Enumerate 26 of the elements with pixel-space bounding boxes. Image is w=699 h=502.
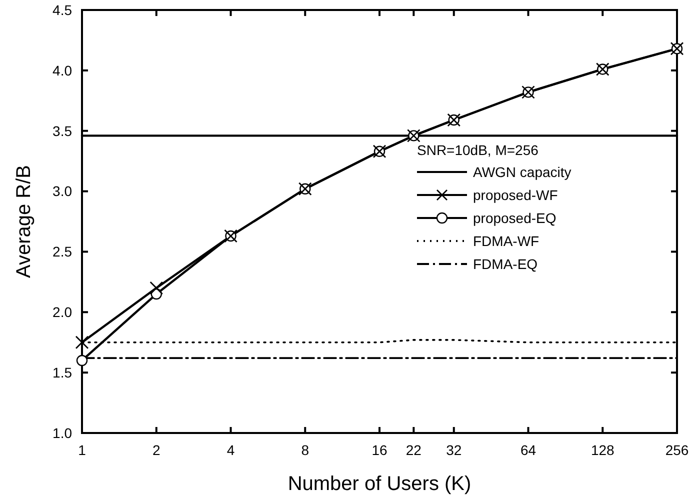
- y-tick-label: 3.5: [52, 122, 72, 139]
- legend-label: proposed-EQ: [473, 210, 556, 226]
- x-tick-label: 256: [665, 442, 689, 458]
- y-tick-label: 4.5: [52, 2, 72, 18]
- x-tick-label: 64: [520, 442, 536, 458]
- legend-label: FDMA-WF: [473, 233, 540, 249]
- x-tick-label: 22: [406, 442, 422, 458]
- y-tick-label: 1.5: [52, 364, 72, 380]
- x-tick-label: 32: [446, 442, 462, 458]
- legend-title: SNR=10dB, M=256: [417, 142, 539, 158]
- x-tick-label: 16: [372, 442, 388, 458]
- x-tick-label: 128: [590, 442, 615, 458]
- y-tick-label: 2.0: [52, 304, 72, 320]
- x-tick-label: 8: [301, 442, 310, 458]
- x-tick-label: 1: [78, 442, 86, 458]
- y-axis-title: Average R/B: [13, 164, 35, 278]
- legend-label: FDMA-EQ: [473, 256, 538, 272]
- x-axis-title: Number of Users (K): [288, 473, 472, 495]
- x-tick-label: 4: [226, 442, 235, 458]
- y-tick-label: 4.0: [52, 62, 72, 78]
- y-tick-label: 3.0: [52, 183, 72, 200]
- y-tick-label: 2.5: [52, 244, 72, 260]
- legend-label: proposed-WF: [473, 187, 558, 203]
- x-tick-label: 2: [152, 442, 160, 458]
- y-tick-label: 1.0: [52, 424, 72, 441]
- legend-label: AWGN capacity: [473, 164, 572, 180]
